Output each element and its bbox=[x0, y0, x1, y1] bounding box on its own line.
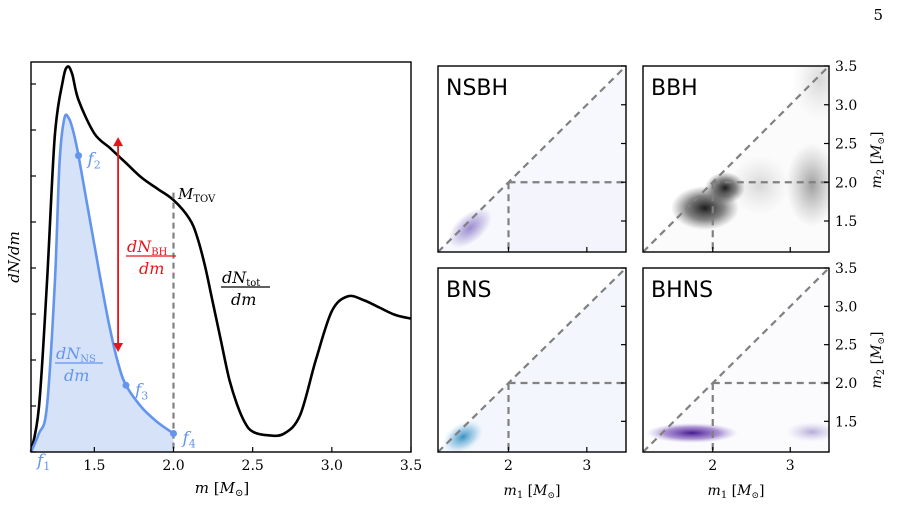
left-x-tick-label: 3.0 bbox=[321, 458, 343, 474]
left-x-tick-label: 3.5 bbox=[400, 458, 422, 474]
heatmap-x-tick-label: 2 bbox=[504, 458, 513, 474]
heatmap-y-tick-label: 3.0 bbox=[835, 299, 857, 315]
marker-label-f2: f2 bbox=[86, 150, 101, 172]
diagonal-line bbox=[437, 267, 627, 453]
svg-text:dm: dm bbox=[139, 259, 164, 278]
bh-arrow-head-top bbox=[113, 137, 124, 147]
heatmap-x-tick-label: 2 bbox=[708, 458, 717, 474]
right-y-axis-label-top: m2 [M⊙] bbox=[869, 132, 887, 189]
right-x-axis-label-left: m1 [M⊙] bbox=[504, 483, 561, 501]
marker-f2 bbox=[75, 152, 82, 160]
marker-label-f3: f3 bbox=[133, 380, 148, 402]
heatmap-x-tick-label: 3 bbox=[786, 458, 795, 474]
panel-title-bbh: BBH bbox=[651, 76, 698, 101]
diagonal-line bbox=[642, 65, 830, 253]
total-distribution-line bbox=[29, 65, 412, 453]
tot-fraction-label: dNtot dm bbox=[221, 268, 270, 309]
heatmap-y-tick-label: 3.5 bbox=[835, 59, 857, 75]
svg-text:dNBH: dNBH bbox=[127, 237, 168, 258]
heatmap-overlay-bbh: 1.5 2.0 2.5 3.0 3.5 bbox=[642, 59, 857, 253]
heatmap-frame bbox=[642, 267, 830, 453]
svg-text:dm: dm bbox=[64, 366, 89, 385]
marker-label-f1: f1 bbox=[35, 451, 50, 473]
left-x-tick-label: 2.5 bbox=[242, 458, 264, 474]
marker-f3 bbox=[122, 381, 130, 389]
heatmap-frame bbox=[437, 267, 627, 453]
bh-arrow bbox=[113, 137, 124, 352]
heatmap-y-tick-label: 2.5 bbox=[835, 137, 857, 153]
svg-text:dm: dm bbox=[231, 290, 256, 309]
panel-title-bns: BNS bbox=[446, 278, 492, 303]
panel-title-nsbh: NSBH bbox=[446, 76, 508, 101]
heatmap-bbh bbox=[643, 66, 829, 252]
heatmap-y-tick-label: 2.5 bbox=[835, 338, 857, 354]
bh-arrow-head-bottom bbox=[113, 342, 124, 352]
bh-fraction-label: dNBH dm bbox=[126, 237, 176, 278]
heatmap-x-tick-label: 3 bbox=[582, 458, 591, 474]
marker-label-f4: f4 bbox=[181, 428, 196, 450]
marker-f4 bbox=[170, 429, 177, 437]
svg-text:m2 [M⊙]: m2 [M⊙] bbox=[869, 332, 887, 389]
heatmap-grid: 1.52.02.53.03.52 3 2 31.52.02.53.03.5 NSBH … bbox=[437, 59, 887, 501]
mtov-label: MTOV bbox=[177, 185, 216, 205]
right-y-axis-label-bottom: m2 [M⊙] bbox=[869, 332, 887, 389]
heatmap-overlay-bhns: 2 3 1.5 2.0 2.5 3.0 3.5 bbox=[642, 261, 857, 474]
page-number: 5 bbox=[873, 6, 883, 24]
mass-distribution-panel: f1 f2 f3 f4 1.5 2.0 2.5 3.0 3.5 MTOV dNBH dm dN… bbox=[5, 61, 422, 499]
left-x-axis-label: m [M⊙] bbox=[195, 479, 249, 499]
heatmap-y-tick-label: 1.5 bbox=[835, 414, 857, 430]
heatmap-y-tick-label: 3.5 bbox=[835, 261, 857, 277]
left-y-axis-label: dN/dm bbox=[5, 231, 23, 283]
ns-area-fill bbox=[31, 114, 174, 452]
heatmap-frame bbox=[437, 65, 627, 253]
left-x-tick-label: 2.0 bbox=[162, 458, 184, 474]
panel-title-bhns: BHNS bbox=[651, 278, 713, 303]
diagonal-line bbox=[437, 65, 627, 253]
left-x-tick-label: 1.5 bbox=[83, 458, 105, 474]
left-panel-frame bbox=[30, 61, 412, 453]
svg-text:dNtot: dNtot bbox=[222, 268, 260, 289]
heatmap-frame bbox=[642, 65, 830, 253]
svg-text:m2 [M⊙]: m2 [M⊙] bbox=[869, 132, 887, 189]
diagonal-line bbox=[642, 267, 830, 453]
heatmap-y-tick-label: 3.0 bbox=[835, 98, 857, 114]
heatmap-y-tick-label: 2.0 bbox=[835, 376, 857, 392]
right-x-axis-label-right: m1 [M⊙] bbox=[708, 483, 765, 501]
heatmap-y-tick-label: 1.5 bbox=[835, 214, 857, 230]
heatmap-overlay-nsbh bbox=[437, 65, 627, 253]
heatmap-y-tick-label: 2.0 bbox=[835, 175, 857, 191]
